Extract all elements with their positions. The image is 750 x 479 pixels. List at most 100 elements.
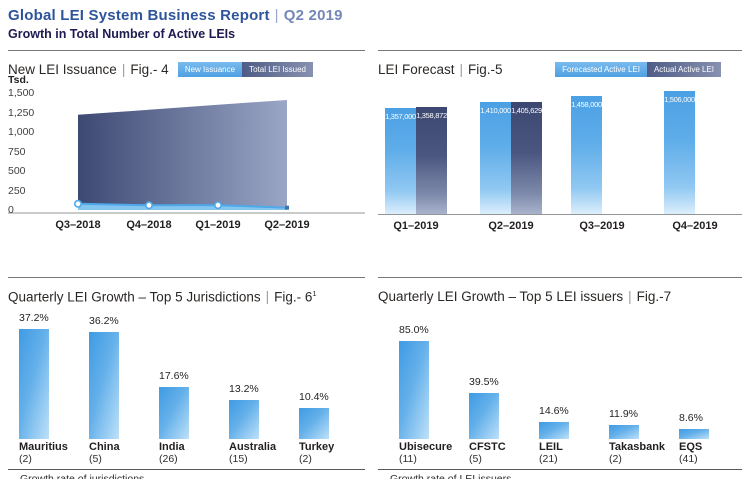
bar-value-label: 36.2% [89, 315, 119, 327]
page-subtitle: Growth in Total Number of Active LEIs [8, 27, 236, 41]
legend: Forecasted Active LEI Actual Active LEI [555, 62, 721, 77]
bar-value-label: 17.6% [159, 370, 189, 382]
chart-title-text: LEI Forecast [378, 62, 455, 77]
bar-value-label: 1,506,000 [664, 95, 695, 104]
jurisdictions-bar-plot: 37.2% 36.2% 17.6% 13.2% 10.4% [8, 311, 365, 439]
growth-bar [89, 332, 119, 439]
forecast-bar: 1,458,000 [571, 96, 602, 214]
category-label-group: LEIL (21) [518, 441, 588, 465]
report-title: Global LEI System Business Report [8, 7, 270, 24]
category-count: (5) [89, 453, 102, 465]
x-axis-label: Q3–2019 [579, 220, 625, 232]
y-tick-label: 1,000 [8, 126, 35, 138]
growth-bar [679, 429, 709, 439]
category-label: Australia [229, 441, 277, 453]
title-pipe: | [628, 289, 632, 304]
figure-label: Fig.- 4 [130, 62, 169, 77]
title-pipe: | [121, 62, 126, 77]
legend-item-new-issuance: New Issuance [177, 62, 243, 77]
actual-bar: 1,405,629 [511, 102, 542, 214]
x-axis-label: Q4–2018 [126, 219, 172, 231]
growth-bar [299, 408, 329, 439]
y-tick-label: 750 [8, 145, 26, 158]
category-label-group: Turkey (2) [288, 441, 358, 465]
panel-head: Quarterly LEI Growth – Top 5 LEI issuers… [378, 288, 742, 305]
forecast-bar: 1,410,000 [480, 102, 511, 214]
bar-group: 1,357,000 1,358,872 [385, 107, 447, 214]
bar-column: 37.2% [8, 311, 78, 439]
legend-item-actual-active-lei: Actual Active LEI [646, 62, 721, 77]
x-axis-label: Q2–2019 [488, 220, 534, 232]
bar-column: 13.2% [218, 311, 288, 439]
figure-label: Fig.-5 [468, 62, 503, 77]
growth-bar [19, 329, 49, 439]
issuance-area-chart: Tsd. 1,500 1,250 1,000 750 500 250 0 [8, 74, 365, 216]
category-count: (5) [469, 453, 482, 465]
growth-bar [469, 393, 499, 439]
forecast-bar: 1,506,000 [664, 91, 695, 214]
footnote-divider [378, 469, 742, 470]
bar-value-label: 13.2% [229, 383, 259, 395]
category-count: (2) [609, 453, 622, 465]
category-label-group: India (26) [148, 441, 218, 465]
category-count: (2) [19, 453, 32, 465]
chart-title: Quarterly LEI Growth – Top 5 Jurisdictio… [8, 289, 317, 305]
category-label: EQS [679, 441, 703, 453]
footnote-line: Growth rate of LEI issuers [390, 473, 512, 479]
bar-value-label: 37.2% [19, 312, 49, 324]
x-axis-label: Q1–2019 [393, 220, 439, 232]
bar-column: 36.2% [78, 311, 148, 439]
growth-bar [399, 341, 429, 439]
category-count: (15) [229, 453, 248, 465]
actual-bar: 1,358,872 [416, 107, 447, 214]
legend-item-forecasted-active-lei: Forecasted Active LEI [555, 62, 647, 77]
x-axis-label: Q2–2019 [264, 219, 310, 231]
data-point-marker [285, 205, 289, 210]
y-tick-label: 0 [8, 204, 14, 216]
category-count: (2) [299, 453, 312, 465]
legend-item-total-lei-issued: Total LEI Issued [242, 62, 313, 77]
category-labels: Ubisecure (11) CFSTC (5) LEIL (21) Takasbank (2… [378, 441, 742, 465]
category-label-group: Mauritius (2) [8, 441, 78, 465]
total-lei-issued-area [78, 100, 287, 210]
title-separator: | [274, 7, 279, 24]
bar-value-label: 14.6% [539, 405, 569, 417]
title-pipe: | [265, 289, 270, 305]
report-period: Q2 2019 [283, 7, 343, 24]
category-label-group: Takasbank (2) [588, 441, 666, 465]
bar-value-label: 1,458,000 [571, 100, 602, 109]
new-issuance-line [77, 202, 288, 209]
category-count: (26) [159, 453, 178, 465]
issuers-bar-plot: 85.0% 39.5% 14.6% 11.9% 8.6% [378, 311, 742, 439]
x-axis-label: Q4–2019 [672, 220, 718, 232]
bar-value-label: 1,405,629 [511, 106, 542, 115]
legend: New Issuance Total LEI Issued [177, 62, 313, 77]
category-label: China [89, 441, 120, 453]
growth-bar [609, 425, 639, 439]
data-point-marker [145, 201, 154, 210]
footnotes: Growth rate of jurisdictions Total issua… [8, 473, 365, 479]
category-label: LEIL [539, 441, 563, 453]
category-count: (41) [679, 453, 698, 465]
bar-group: 1,458,000 [571, 96, 633, 214]
category-label: CFSTC [469, 441, 506, 453]
chart-title-text: Quarterly LEI Growth – Top 5 LEI issuers [378, 289, 624, 304]
bar-group: 1,410,000 1,405,629 [480, 102, 542, 214]
panel-head: Quarterly LEI Growth – Top 5 Jurisdictio… [8, 288, 365, 305]
category-label: India [159, 441, 185, 453]
category-label: Ubisecure [399, 441, 453, 453]
category-label-group: EQS (41) [658, 441, 728, 465]
category-label: Mauritius [19, 441, 68, 453]
y-axis-unit-label: Tsd. [8, 74, 29, 86]
growth-bar [229, 400, 259, 439]
category-label: Takasbank [609, 441, 666, 453]
panel-head: LEI Forecast | Fig.-5 Forecasted Active LE… [378, 61, 742, 78]
y-tick-label: 1,250 [8, 106, 35, 119]
bar-value-label: 1,357,000 [385, 112, 416, 121]
panel-top-lei-issuers: Quarterly LEI Growth – Top 5 LEI issuers… [378, 277, 742, 479]
panel-head: New LEI Issuance | Fig.- 4 New Issuance To… [8, 61, 365, 78]
panel-lei-forecast: LEI Forecast | Fig.-5 Forecasted Active LE… [378, 50, 742, 277]
x-axis-label: Q1–2019 [195, 219, 241, 231]
bar-value-label: 1,358,872 [416, 111, 447, 120]
